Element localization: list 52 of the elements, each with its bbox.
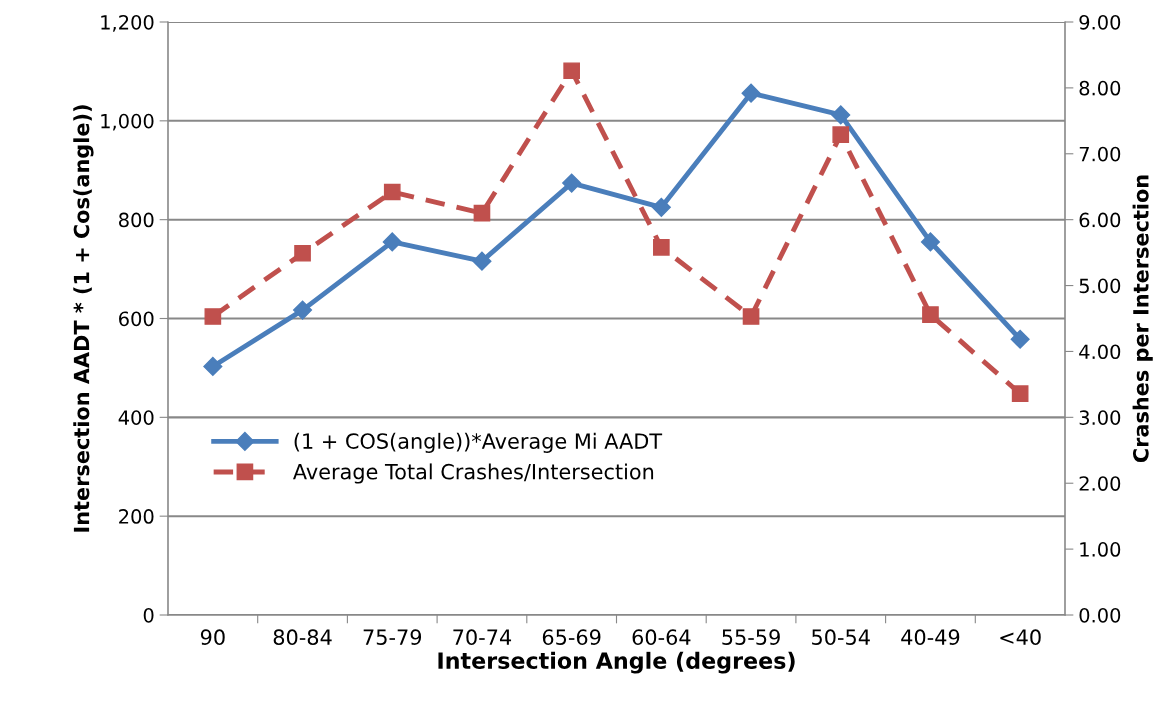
point [472, 251, 492, 271]
x-tick-label: 75-79 [363, 629, 422, 646]
legend-label: Average Total Crashes/Intersection [292, 463, 654, 484]
y2-tick-label: 4.00 [1079, 344, 1121, 360]
y2-axis-title: Crashes per Intersection [1132, 175, 1153, 463]
point [651, 197, 671, 217]
y2-tick-label: 3.00 [1079, 410, 1121, 425]
y-tick-label: 1,000 [101, 113, 154, 131]
point [832, 126, 850, 144]
y2-tick-label: 2.00 [1079, 476, 1121, 491]
x-tick-label: 55-59 [722, 629, 780, 646]
y-tick-label: 400 [118, 410, 154, 425]
x-tick-label: 90 [200, 629, 225, 646]
x-tick-label: 60-64 [632, 629, 691, 646]
x-tick-label: 65-69 [542, 629, 601, 646]
point [293, 300, 313, 320]
point [742, 308, 760, 325]
point [383, 183, 401, 201]
y-axis-title: Intersection AADT * (1 + Cos(angle)) [73, 105, 94, 532]
y2-tick-label: 1.00 [1080, 542, 1121, 557]
y2-tick-label: 8.00 [1079, 80, 1121, 96]
y-tick-label: 200 [119, 509, 154, 524]
y-tick-label: 1,200 [101, 14, 154, 32]
point [831, 105, 851, 125]
point [562, 173, 582, 193]
y2-tick-label: 9.00 [1079, 14, 1121, 30]
y2-tick-label: 7.00 [1079, 146, 1121, 162]
x-tick-label: <40 [1000, 629, 1041, 646]
point [1010, 329, 1030, 349]
x-tick-label: 70-74 [453, 629, 512, 646]
point [1011, 385, 1029, 402]
y-tick-label: 600 [119, 311, 154, 327]
point [741, 83, 761, 103]
point [203, 356, 223, 376]
y2-tick-label: 6.00 [1079, 212, 1121, 228]
x-tick-label: 80-84 [273, 629, 332, 646]
point [473, 204, 491, 222]
x-tick-label: 40-49 [901, 629, 960, 646]
point [563, 62, 580, 80]
y-tick-label: 0 [143, 607, 154, 623]
legend-label: (1 + COS(angle))*Average Mi AADT [294, 432, 663, 453]
x-axis-title: Intersection Angle (degrees) [438, 651, 795, 674]
point [294, 244, 311, 262]
y-tick-label: 800 [119, 212, 154, 228]
point [204, 308, 222, 325]
point [920, 232, 940, 252]
point [382, 232, 402, 252]
point [922, 306, 939, 323]
point [653, 239, 670, 256]
y2-tick-label: 5.00 [1079, 278, 1121, 294]
y2-tick-label: 0.00 [1079, 607, 1121, 623]
x-tick-label: 50-54 [812, 629, 870, 646]
